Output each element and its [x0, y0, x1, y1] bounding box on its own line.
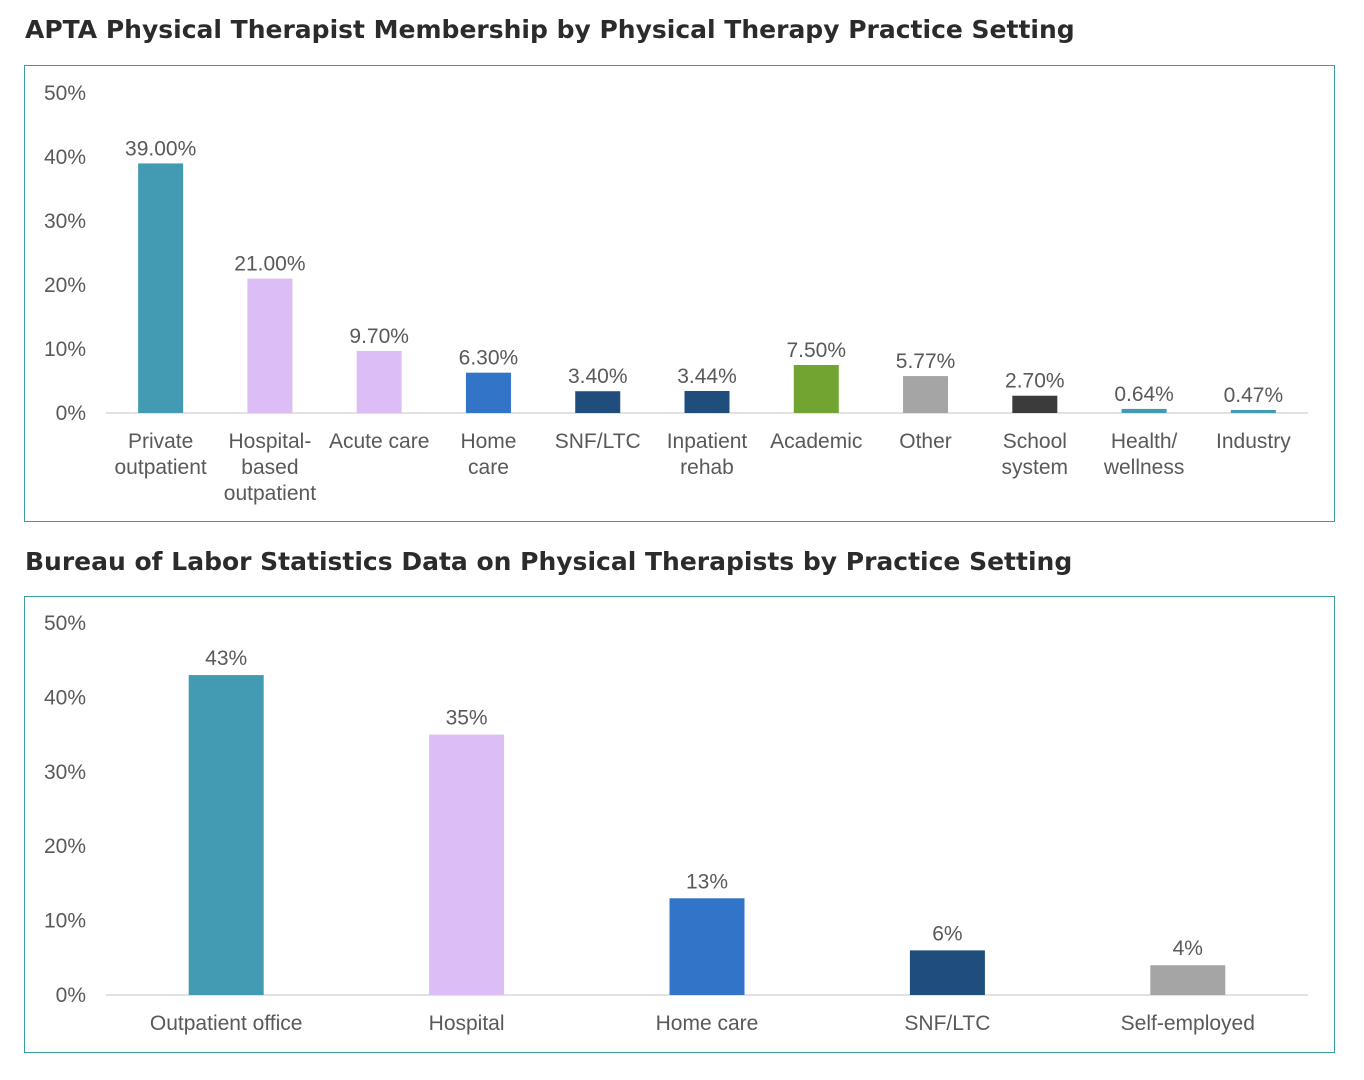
- chart-1-y-tick-label: 0%: [56, 402, 86, 425]
- chart-1-bar-10: [1230, 409, 1276, 413]
- chart-2-data-label-1: 35%: [446, 707, 488, 730]
- chart-1-category-label-3: Home care: [460, 430, 516, 479]
- chart-1-category-label-9: Health/wellness: [1103, 430, 1185, 479]
- chart-1-category-label-7: Other: [899, 430, 952, 453]
- chart-2-y-tick-label: 10%: [44, 910, 86, 933]
- chart-2-bar-4: [1150, 965, 1226, 995]
- chart-2-data-label-4: 4%: [1173, 937, 1203, 960]
- chart-2-bar-0: [188, 675, 264, 995]
- chart-1-bar-4: [575, 391, 621, 413]
- chart-2-y-tick-label: 50%: [44, 612, 86, 635]
- chart-1-data-label-5: 3.44%: [677, 365, 737, 388]
- chart-1-category-label-1: Hospital-based outpatient: [224, 430, 316, 505]
- chart-1-data-label-0: 39.00%: [125, 137, 196, 160]
- chart-1-data-label-2: 9.70%: [349, 325, 409, 348]
- chart-1-bar-9: [1121, 408, 1167, 413]
- chart-1-bar-0: [138, 163, 184, 413]
- chart-2-y-tick-label: 30%: [44, 761, 86, 784]
- chart-2-title: Bureau of Labor Statistics Data on Physi…: [25, 547, 1073, 576]
- chart-1-bar-2: [356, 350, 402, 413]
- chart-2-bar-1: [429, 734, 505, 995]
- chart-1-category-label-5: Inpatient rehab: [667, 430, 748, 479]
- chart-1-y-tick-label: 10%: [44, 338, 86, 361]
- chart-1-category-label-2: Acute care: [329, 430, 429, 453]
- chart-1-category-label-10: Industry: [1216, 430, 1291, 453]
- chart-1-y-tick-label: 30%: [44, 210, 86, 233]
- chart-2-plot: 0% 10% 20% 30% 40% 50% 43% Outpatient office 35%…: [44, 612, 1308, 1035]
- chart-1-category-label-0: Private outpatient: [115, 430, 207, 479]
- chart-1-category-label-4: SNF/LTC: [555, 430, 641, 453]
- chart-1-data-label-7: 5.77%: [896, 350, 956, 373]
- chart-2-category-label-3: SNF/LTC: [904, 1012, 990, 1035]
- chart-2-bar-2: [669, 898, 745, 995]
- chart-1-data-label-4: 3.40%: [568, 365, 628, 388]
- chart-1-data-label-6: 7.50%: [786, 339, 846, 362]
- chart-1-data-label-10: 0.47%: [1224, 384, 1284, 407]
- chart-1-bar-7: [903, 376, 949, 413]
- chart-1-bar-8: [1012, 395, 1058, 413]
- chart-1-y-tick-label: 50%: [44, 82, 86, 105]
- chart-1-y-tick-label: 20%: [44, 274, 86, 297]
- chart-2-category-label-1: Hospital: [429, 1012, 505, 1035]
- chart-2-data-label-3: 6%: [932, 922, 962, 945]
- chart-2-data-label-0: 43%: [205, 647, 247, 670]
- chart-2-bar-3: [909, 950, 985, 995]
- chart-1-data-label-9: 0.64%: [1114, 383, 1174, 406]
- chart-1-title: APTA Physical Therapist Membership by Ph…: [25, 15, 1075, 44]
- chart-1-data-label-3: 6.30%: [459, 347, 519, 370]
- chart-2-category-label-4: Self-employed: [1121, 1012, 1255, 1035]
- chart-2-y-tick-label: 40%: [44, 686, 86, 709]
- chart-1-bar-6: [793, 365, 839, 413]
- chart-1-category-label-6: Academic: [770, 430, 862, 453]
- chart-1-data-label-1: 21.00%: [234, 253, 305, 276]
- chart-2-category-label-0: Outpatient office: [150, 1012, 303, 1035]
- chart-1-y-tick-label: 40%: [44, 146, 86, 169]
- chart-2-y-tick-label: 20%: [44, 835, 86, 858]
- chart-1-bar-3: [465, 372, 511, 413]
- chart-1-data-label-8: 2.70%: [1005, 370, 1065, 393]
- chart-2-y-tick-label: 0%: [56, 984, 86, 1007]
- chart-1-bar-5: [684, 390, 730, 413]
- chart-1-category-label-8: School system: [1002, 430, 1069, 479]
- chart-1-plot: 0% 10% 20% 30% 40% 50% 39.00% Private outpatient…: [44, 82, 1308, 505]
- chart-1-panel: 0% 10% 20% 30% 40% 50% 39.00% Private outpatient…: [24, 65, 1335, 522]
- chart-2-category-label-2: Home care: [656, 1012, 759, 1035]
- chart-2-data-label-2: 13%: [686, 870, 728, 893]
- chart-1-bar-1: [247, 278, 293, 413]
- chart-2-panel: 0% 10% 20% 30% 40% 50% 43% Outpatient office 35%…: [24, 596, 1335, 1053]
